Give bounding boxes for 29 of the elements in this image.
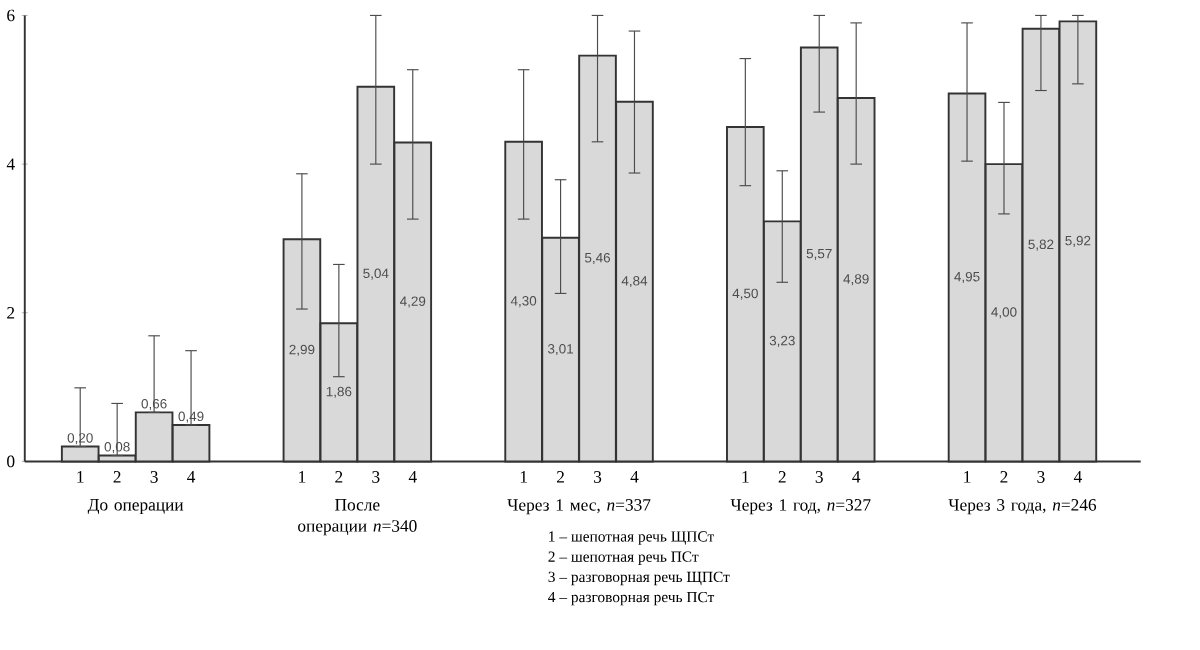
y-tick-label: 4: [6, 158, 15, 170]
series-label: 1: [77, 470, 84, 483]
text: 1: [299, 470, 306, 483]
x-tick-label: Через 1 год, n=327: [730, 498, 871, 514]
text: 4: [630, 470, 639, 483]
text: 4: [1073, 470, 1082, 483]
text: 3: [372, 470, 380, 483]
text: 2: [778, 470, 786, 483]
series-label: 3: [150, 470, 158, 483]
series-label: 2: [113, 470, 121, 483]
x-tick-label: После операции n=340: [298, 498, 417, 535]
text: 1: [520, 470, 527, 483]
y-tick-label: 2: [7, 306, 15, 319]
y-tick-label: 0: [7, 455, 15, 467]
x-tick-label: Через 1 мес, n=337: [507, 498, 651, 514]
text: 1: [964, 470, 971, 483]
x-tick-label: До операции: [87, 498, 184, 514]
y-tick-label: 6: [7, 9, 15, 21]
text: 4: [852, 470, 861, 483]
text: 2: [335, 470, 343, 483]
text: 2: [1000, 470, 1008, 483]
x-tick-label: Через 3 года, n=246: [948, 498, 1097, 514]
series-label: 4: [187, 470, 196, 483]
text: 3: [815, 470, 823, 483]
text: 2: [557, 470, 564, 483]
text: 3: [1037, 470, 1045, 483]
text: 1: [742, 470, 749, 483]
text: 3: [594, 470, 602, 483]
text: 4: [408, 470, 417, 483]
